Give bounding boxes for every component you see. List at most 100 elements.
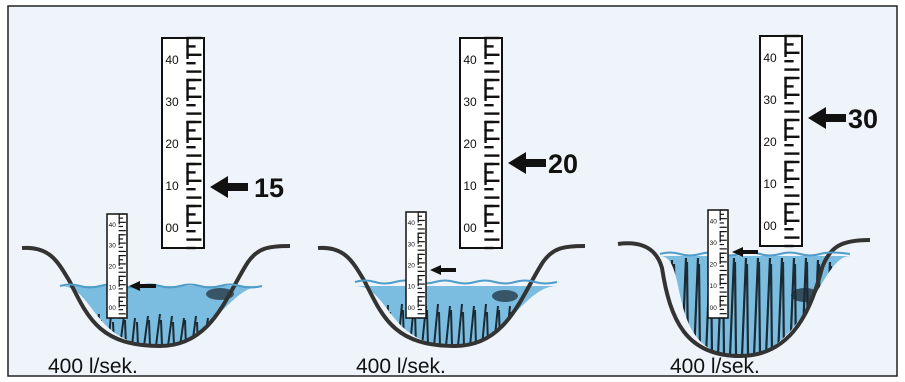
gauge-tick — [417, 233, 419, 244]
gauge-tick — [719, 269, 727, 272]
gauge-tick — [484, 104, 494, 107]
gauge-tick — [118, 242, 126, 244]
gauge-tick — [417, 266, 422, 268]
gauge-tick — [784, 127, 794, 130]
gauge-tick — [719, 222, 724, 224]
gauge-tick — [118, 221, 126, 223]
gauge-tick — [118, 271, 126, 273]
gauge-tick — [719, 287, 724, 289]
gauge-tick — [186, 246, 196, 250]
gauge-tick — [484, 246, 494, 250]
gauge-tick — [186, 95, 202, 98]
gauge-tick — [484, 45, 494, 48]
gauge-tick — [784, 152, 800, 155]
gauge-tick — [417, 245, 422, 247]
gauge-tick — [719, 291, 727, 293]
gauge-tick — [118, 284, 126, 286]
gauge-tick — [118, 276, 120, 287]
gauge-tick — [186, 122, 189, 143]
gauge-tick — [186, 62, 196, 65]
gauge-tick — [186, 162, 202, 166]
gauge-tick — [118, 263, 126, 265]
gauge-tick — [484, 78, 500, 82]
arrow-left-icon — [210, 176, 248, 198]
gauge-tick — [784, 68, 800, 71]
gauge-tick — [417, 304, 425, 306]
gauge-tick — [118, 267, 123, 269]
gauge-tick — [417, 224, 422, 226]
gauge-tick — [784, 102, 794, 105]
gauge-tick — [186, 53, 202, 56]
gauge-tick — [484, 129, 494, 132]
gauge-tick — [186, 221, 202, 224]
gauge-tick — [784, 110, 800, 113]
gauge-tick — [484, 164, 487, 185]
gauge-tick — [186, 80, 189, 101]
gauge-tick — [484, 38, 487, 59]
gauge-tick — [784, 51, 800, 54]
gauge-tick — [417, 275, 425, 277]
gauge-tick — [118, 214, 120, 225]
panel-3: 40 30 20 10 00 40 30 20 10 00 30 400 l/sek. — [617, 34, 878, 378]
gauge-tick — [118, 234, 126, 236]
gauge-tick — [784, 36, 787, 57]
big-gauge-board — [459, 37, 503, 249]
arrow-left-icon — [732, 247, 758, 257]
gauge-tick — [484, 188, 494, 191]
water-surface — [59, 283, 263, 289]
gauge-tick — [784, 60, 794, 63]
water-gauge-icon: 40 30 20 10 00 — [459, 36, 503, 250]
gauge-tick — [484, 162, 500, 166]
gauge-tick — [484, 206, 487, 227]
gauge-scale-label: 30 — [109, 243, 117, 250]
gauge-scale-label: 00 — [710, 305, 718, 312]
gauge-tick — [118, 250, 126, 253]
gauge-tick — [784, 43, 794, 46]
gauge-scale-label: 40 — [763, 51, 777, 65]
gauge-scale-label: 00 — [763, 219, 777, 233]
water-gauge-icon: 40 30 20 10 00 — [161, 36, 205, 250]
gauge-tick — [784, 76, 800, 80]
gauge-tick — [719, 252, 727, 254]
big-gauge-board — [161, 37, 205, 249]
gauge-tick — [484, 95, 500, 98]
gauge-tick — [719, 218, 727, 220]
gauge-tick — [186, 112, 202, 115]
gauge-tick — [484, 87, 494, 90]
gauge-tick — [719, 304, 727, 306]
gauge-tick — [719, 278, 724, 280]
gauge-tick — [417, 212, 419, 223]
gauge-tick — [719, 317, 724, 319]
gauge-tick — [118, 275, 126, 277]
gauge-tick — [186, 196, 202, 199]
gauge-tick — [719, 243, 724, 246]
gauge-tick — [118, 213, 126, 215]
gauge-scale-label: 40 — [710, 218, 718, 225]
gauge-tick — [186, 78, 202, 82]
gauge-tick — [784, 228, 794, 231]
gauge-tick — [784, 162, 787, 183]
small-gauge-board — [405, 211, 427, 319]
channel-outline — [617, 238, 871, 359]
gauge-tick — [118, 255, 126, 257]
gauge-reading: 30 — [848, 104, 878, 134]
gauge-scale-label: 40 — [109, 222, 117, 229]
gauge-tick — [186, 204, 202, 208]
gauge-scale-label: 40 — [463, 53, 477, 67]
arrow-left-icon — [129, 281, 156, 291]
gauge-tick — [417, 254, 419, 265]
gauge-tick — [118, 238, 123, 240]
gauge-scale-label: 10 — [165, 179, 179, 193]
gauge-tick — [784, 177, 800, 180]
gauge-reading: 20 — [548, 149, 578, 179]
big-gauge-board — [759, 35, 803, 247]
gauge-tick — [417, 270, 425, 272]
gauge-tick — [784, 244, 794, 248]
gauge-tick — [417, 308, 422, 311]
gauge-tick — [417, 317, 422, 319]
gauge-tick — [118, 304, 126, 307]
gauge-tick — [784, 135, 800, 138]
gauge-tick — [484, 196, 500, 199]
gauge-tick — [784, 118, 800, 122]
gauge-tick — [784, 93, 800, 96]
